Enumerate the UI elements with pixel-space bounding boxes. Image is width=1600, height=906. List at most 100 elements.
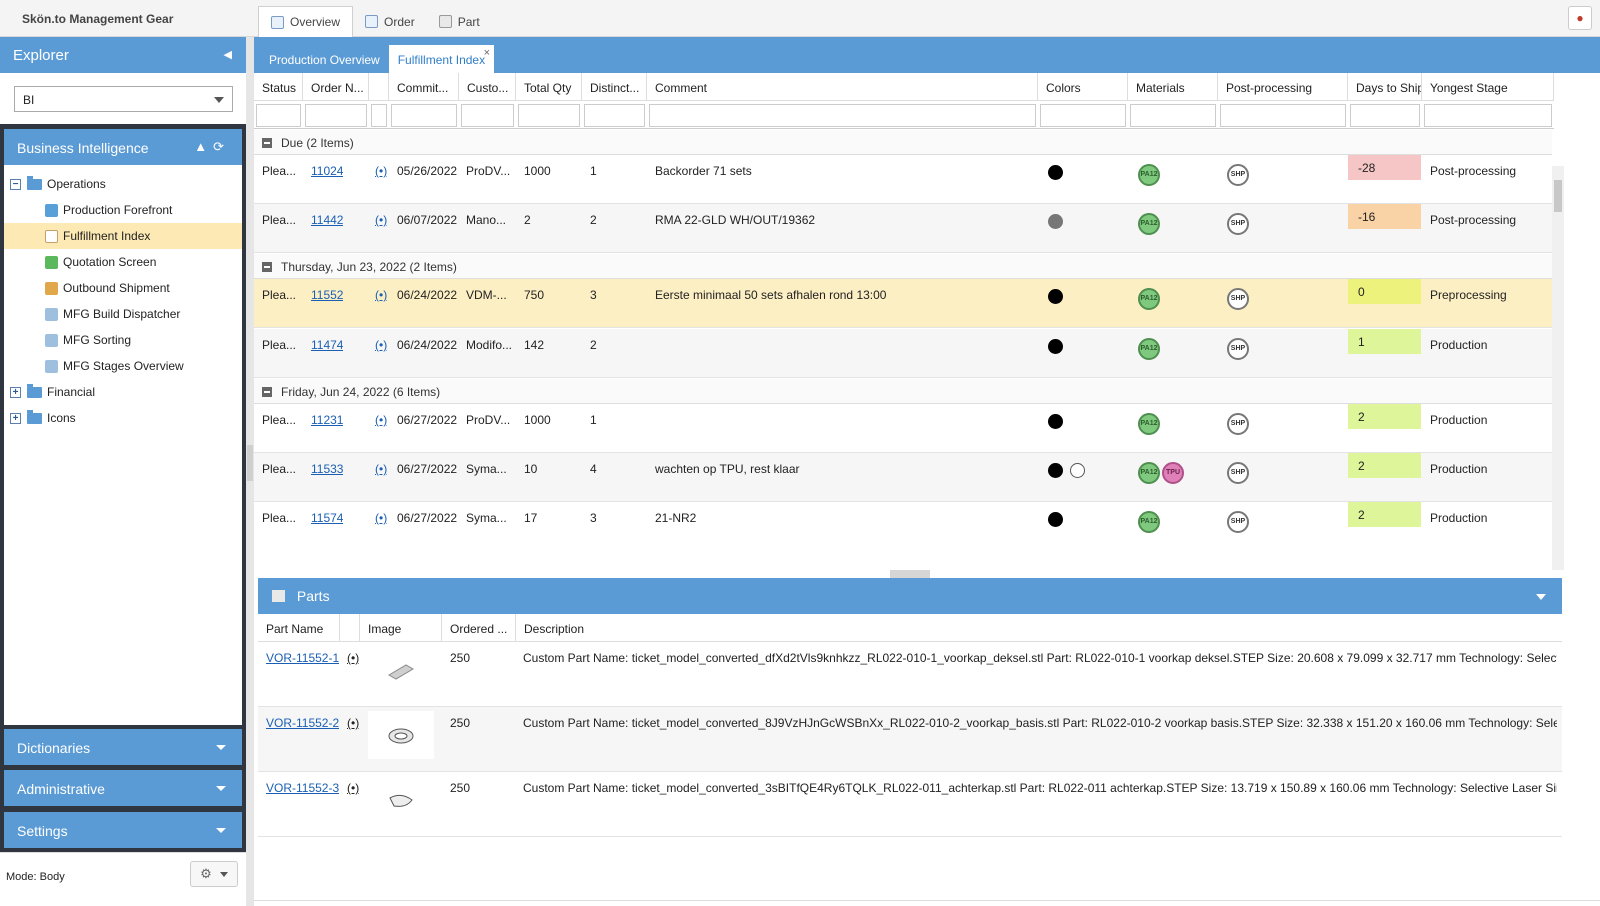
column-header[interactable] [369, 73, 389, 101]
user-button[interactable]: ● [1568, 6, 1592, 30]
order-number[interactable]: 11442 [311, 213, 344, 227]
column-header[interactable]: Custo... [459, 73, 516, 101]
order-number[interactable]: 11474 [311, 338, 344, 352]
order-link[interactable]: 11533 [311, 462, 343, 476]
column-header[interactable]: Order N... [303, 73, 369, 101]
collapse-group-icon[interactable] [262, 262, 272, 272]
column-header[interactable]: Colors [1038, 73, 1128, 101]
panel-splitter[interactable] [246, 37, 254, 906]
tab-fulfillment-index[interactable]: Fulfillment Index × [388, 45, 495, 73]
table-row[interactable]: VOR-11552-3 (•) 250 Custom Part Name: ti… [258, 772, 1562, 837]
filter-input[interactable] [256, 104, 301, 127]
collapse-node-icon[interactable]: − [10, 178, 21, 190]
filter-input[interactable] [461, 104, 514, 127]
collapse-group-icon[interactable] [262, 138, 272, 148]
splitter-handle[interactable] [247, 445, 253, 481]
order-link[interactable]: 11442 [311, 213, 343, 227]
filter-input[interactable] [1424, 104, 1552, 127]
open-link-icon[interactable]: (•) [375, 413, 388, 427]
table-row[interactable]: Plea... 11474 (•) 06/24/2022 Modifo... 1… [254, 329, 1552, 378]
expand-node-icon[interactable]: + [10, 412, 21, 424]
close-icon[interactable]: × [483, 47, 491, 59]
column-header[interactable]: Description [524, 622, 585, 636]
order-number[interactable]: 11231 [311, 413, 344, 427]
column-header[interactable]: Comment [647, 73, 1038, 101]
tab-part[interactable]: Part [427, 6, 492, 37]
part-name[interactable]: VOR-11552-1 [266, 651, 340, 665]
table-row[interactable]: Plea... 11533 (•) 06/27/2022 Syma... 10 … [254, 453, 1552, 502]
order-link[interactable]: 11024 [311, 164, 343, 178]
open-link-icon[interactable]: (•) [347, 651, 360, 665]
filter-input[interactable] [305, 104, 367, 127]
order-number[interactable]: 11552 [311, 288, 344, 302]
part-link[interactable]: VOR-11552-1 [266, 651, 339, 665]
group-row[interactable]: Due (2 Items) [254, 130, 1552, 155]
part-link[interactable]: VOR-11552-3 [266, 781, 339, 795]
parts-header[interactable]: Parts [258, 578, 1562, 614]
part-name[interactable]: VOR-11552-3 [266, 781, 340, 795]
table-row[interactable]: VOR-11552-2 (•) 250 Custom Part Name: ti… [258, 707, 1562, 772]
column-header[interactable]: Distinct... [582, 73, 647, 101]
open-link-icon[interactable]: (•) [347, 716, 360, 730]
parts-splitter-handle[interactable] [890, 570, 930, 578]
filter-input[interactable] [371, 104, 387, 127]
scrollbar-thumb[interactable] [1554, 180, 1562, 212]
table-row[interactable]: Plea... 11442 (•) 06/07/2022 Mano... 2 2… [254, 204, 1552, 253]
filter-input[interactable] [584, 104, 645, 127]
column-header[interactable]: Total Qty [516, 73, 582, 101]
column-header[interactable]: Materials [1128, 73, 1218, 101]
table-row[interactable]: Plea... 11574 (•) 06/27/2022 Syma... 17 … [254, 502, 1552, 535]
column-header[interactable]: Part Name [258, 614, 340, 642]
tree-item-fulfillment-index[interactable]: Fulfillment Index [4, 223, 242, 249]
open-link-icon[interactable]: (•) [347, 781, 360, 795]
table-row[interactable]: VOR-11552-1 (•) 250 Custom Part Name: ti… [258, 642, 1562, 707]
tab-production-overview[interactable]: Production Overview [260, 45, 389, 73]
group-row[interactable]: Friday, Jun 24, 2022 (6 Items) [254, 379, 1552, 404]
tab-order[interactable]: Order [353, 6, 427, 37]
open-link-icon[interactable]: (•) [375, 462, 388, 476]
settings-menu-button[interactable]: ⚙ [190, 861, 238, 887]
column-header[interactable]: Commit... [389, 73, 459, 101]
filter-input[interactable] [649, 104, 1036, 127]
expand-node-icon[interactable]: + [10, 386, 21, 398]
tree-item-icons[interactable]: + Icons [4, 405, 242, 431]
section-dictionaries[interactable]: Dictionaries [4, 729, 242, 765]
order-link[interactable]: 11474 [311, 338, 343, 352]
part-link[interactable]: VOR-11552-2 [266, 716, 339, 730]
chevron-down-icon[interactable] [1536, 594, 1546, 600]
order-link[interactable]: 11231 [311, 413, 343, 427]
tab-overview[interactable]: Overview [258, 6, 354, 37]
tree-item-mfg-build-dispatcher[interactable]: MFG Build Dispatcher [4, 301, 242, 327]
table-row[interactable]: Plea... 11024 (•) 05/26/2022 ProDV... 10… [254, 155, 1552, 204]
order-number[interactable]: 11533 [311, 462, 344, 476]
open-link-icon[interactable]: (•) [375, 511, 388, 525]
collapse-left-icon[interactable]: ◀ [223, 49, 232, 61]
open-link-icon[interactable]: (•) [375, 338, 388, 352]
column-header[interactable]: Yongest Stage [1422, 73, 1554, 101]
part-name[interactable]: VOR-11552-2 [266, 716, 340, 730]
group-row[interactable]: Thursday, Jun 23, 2022 (2 Items) [254, 254, 1552, 279]
order-number[interactable]: 11024 [311, 164, 344, 178]
tree-item-operations[interactable]: − Operations [4, 171, 242, 197]
filter-input[interactable] [1350, 104, 1420, 127]
column-header[interactable] [340, 614, 360, 642]
filter-input[interactable] [391, 104, 457, 127]
collapse-up-icon[interactable]: ▲ [194, 139, 214, 154]
column-header[interactable]: Days to Ship [1348, 73, 1422, 101]
order-link[interactable]: 11552 [311, 288, 343, 302]
table-row[interactable]: Plea... 11231 (•) 06/27/2022 ProDV... 10… [254, 404, 1552, 453]
filter-input[interactable] [1130, 104, 1216, 127]
tree-item-outbound-shipment[interactable]: Outbound Shipment [4, 275, 242, 301]
module-select[interactable]: BI [14, 86, 233, 112]
filter-input[interactable] [1220, 104, 1346, 127]
filter-input[interactable] [1040, 104, 1126, 127]
open-link-icon[interactable]: (•) [375, 213, 388, 227]
refresh-icon[interactable]: ⟳ [213, 139, 230, 154]
section-administrative[interactable]: Administrative [4, 770, 242, 806]
bi-section-header[interactable]: Business Intelligence ▲⟳ [4, 129, 242, 165]
column-header[interactable]: Ordered ... [442, 614, 516, 642]
tree-item-mfg-sorting[interactable]: MFG Sorting [4, 327, 242, 353]
open-link-icon[interactable]: (•) [375, 164, 388, 178]
tree-item-production-forefront[interactable]: Production Forefront [4, 197, 242, 223]
tree-item-mfg-stages-overview[interactable]: MFG Stages Overview [4, 353, 242, 379]
